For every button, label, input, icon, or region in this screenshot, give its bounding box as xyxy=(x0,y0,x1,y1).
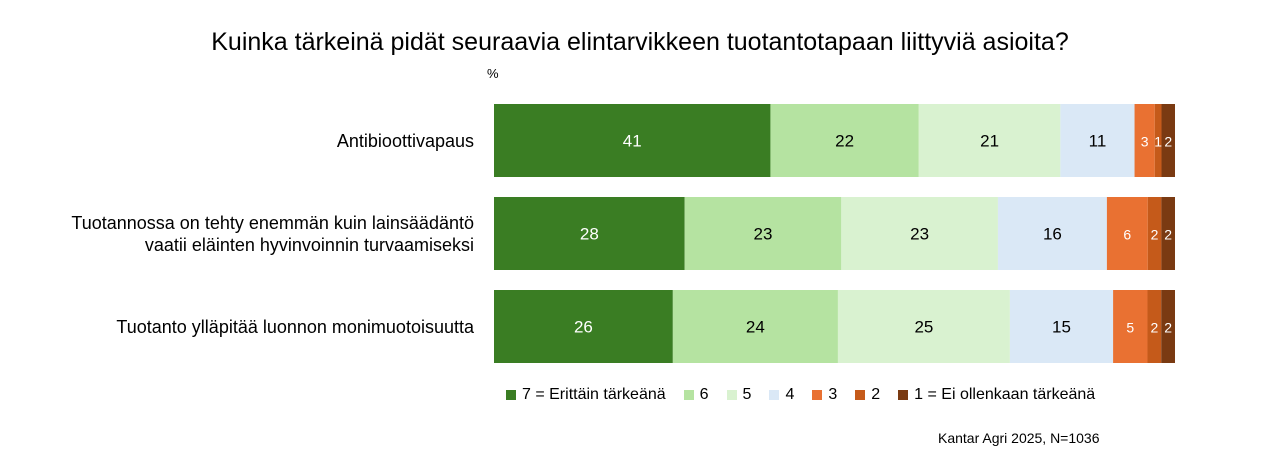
data-label: 2 xyxy=(1151,227,1159,243)
legend-item: 5 xyxy=(726,386,752,404)
bar-segment xyxy=(672,290,838,363)
category-label-line: vaatii eläinten hyvinvoinnin turvaamisek… xyxy=(144,234,474,255)
category-label-line: Tuotanto ylläpitää luonnon monimuotoisuu… xyxy=(116,316,474,337)
bar-segment xyxy=(770,104,919,177)
legend-swatch xyxy=(855,390,866,400)
bar-segment xyxy=(1106,197,1148,270)
data-label: 21 xyxy=(980,132,999,151)
source-note: Kantar Agri 2025, N=1036 xyxy=(938,430,1100,446)
legend: 7 = Erittäin tärkeänä 6 5 4 3 2 1 = Ei ollenka… xyxy=(506,384,1095,406)
legend-swatch xyxy=(506,390,516,400)
data-label: 22 xyxy=(835,132,854,151)
data-label: 25 xyxy=(914,318,933,337)
data-label: 16 xyxy=(1043,225,1062,244)
bar-segment xyxy=(1161,197,1175,270)
legend-label: 1 = Ei ollenkaan tärkeänä xyxy=(914,386,1096,403)
data-label: 6 xyxy=(1123,227,1131,243)
legend-item: 4 xyxy=(769,386,794,404)
data-label: 23 xyxy=(910,225,929,244)
category-label-line: Tuotannossa on tehty enemmän kuin lainsä… xyxy=(71,212,474,233)
legend-item: 6 xyxy=(683,386,709,404)
legend-swatch xyxy=(812,390,823,400)
bar-segment xyxy=(494,104,771,177)
data-label: 3 xyxy=(1141,134,1149,150)
data-label: 2 xyxy=(1164,227,1172,243)
legend-swatch xyxy=(683,390,694,400)
bar-segment xyxy=(1009,290,1114,363)
legend-item: 2 xyxy=(855,386,880,404)
data-label: 15 xyxy=(1052,318,1071,337)
data-label: 5 xyxy=(1126,320,1134,336)
bar-segment xyxy=(1161,290,1175,363)
category-label-line: Antibioottivapaus xyxy=(336,130,474,151)
bar-segment xyxy=(918,104,1061,177)
bar-segment xyxy=(494,290,673,363)
legend-swatch xyxy=(898,390,909,400)
category-label: Antibioottivapaus xyxy=(337,130,474,152)
data-label: 41 xyxy=(623,132,642,151)
bar-segment xyxy=(494,197,685,270)
bar-segment xyxy=(1147,197,1162,270)
legend-item: 1 = Ei ollenkaan tärkeänä xyxy=(898,386,1095,404)
legend-swatch xyxy=(769,390,780,400)
bar-segment xyxy=(997,197,1107,270)
bar-segment xyxy=(1060,104,1135,177)
data-label: 23 xyxy=(754,225,773,244)
legend-label: 5 xyxy=(742,386,752,403)
category-label: Tuotanto ylläpitää luonnon monimuotoisuu… xyxy=(116,316,474,338)
bar-segment xyxy=(1113,290,1148,363)
bar-segment xyxy=(841,197,998,270)
data-label: 2 xyxy=(1164,320,1172,336)
bar-segment xyxy=(1161,104,1175,177)
legend-label: 2 xyxy=(871,386,881,403)
data-label: 1 xyxy=(1154,134,1162,150)
bar-segment xyxy=(684,197,842,270)
chart-title: Kuinka tärkeinä pidät seuraavia elintarv… xyxy=(211,28,1069,56)
data-label: 26 xyxy=(574,318,593,337)
category-label: Tuotannossa on tehty enemmän kuin lainsä… xyxy=(71,212,474,256)
data-label: 11 xyxy=(1089,132,1107,151)
legend-item: 7 = Erittäin tärkeänä xyxy=(506,386,666,404)
legend-label: 4 xyxy=(785,386,795,403)
legend-swatch xyxy=(726,390,737,400)
bar-segment xyxy=(1147,290,1162,363)
legend-label: 7 = Erittäin tärkeänä xyxy=(522,386,666,403)
data-label: 2 xyxy=(1150,320,1158,336)
data-label: 28 xyxy=(580,225,599,244)
legend-label: 6 xyxy=(699,386,709,403)
legend-item: 3 xyxy=(812,386,837,404)
bar-segment xyxy=(1134,104,1155,177)
data-label: 24 xyxy=(746,318,765,337)
bar-segment xyxy=(1154,104,1162,177)
unit-label: % xyxy=(487,66,499,81)
legend-label: 3 xyxy=(828,386,838,403)
bar-segment xyxy=(837,290,1010,363)
data-label: 2 xyxy=(1164,134,1172,150)
